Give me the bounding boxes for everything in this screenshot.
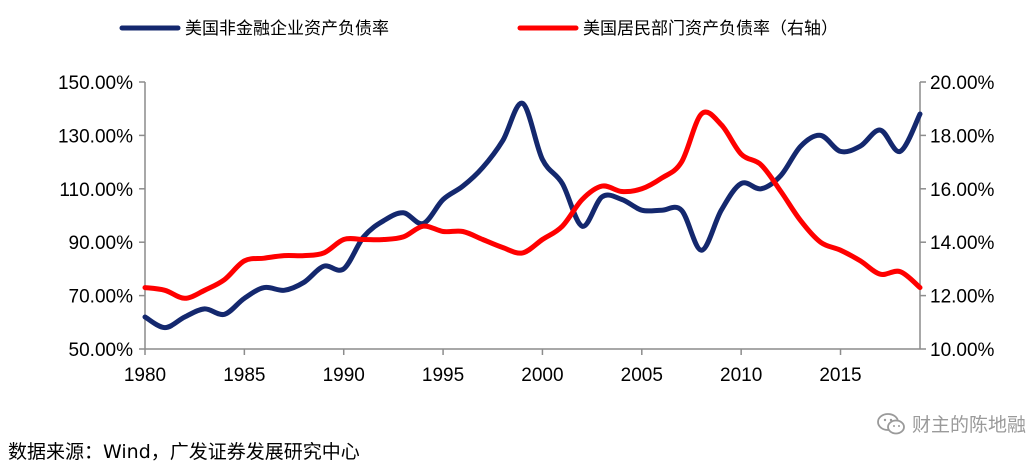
left-y-tick-label: 110.00%	[59, 180, 133, 201]
chart: 美国非金融企业资产负债率 美国居民部门资产负债率（右轴） 50.00% 70.00…	[58, 19, 995, 386]
right-y-tick-label: 18.00%	[930, 126, 995, 147]
axes: 50.00% 70.00% 90.00% 110.00% 130.00% 150.00% 1…	[58, 73, 995, 386]
series-line-household	[142, 109, 923, 301]
right-y-tick-label: 12.00%	[930, 287, 995, 308]
x-tick-label: 2000	[521, 365, 563, 386]
watermark: 财主的陈地融	[876, 410, 1026, 437]
source-note: 数据来源：Wind，广发证券发展研究中心	[8, 441, 360, 463]
right-y-tick-label: 20.00%	[930, 73, 995, 94]
left-y-tick-label: 70.00%	[69, 287, 134, 308]
x-tick-label: 1985	[223, 365, 265, 386]
legend-label-corporate: 美国非金融企业资产负债率	[185, 19, 389, 39]
legend: 美国非金融企业资产负债率 美国居民部门资产负债率（右轴）	[119, 19, 838, 39]
watermark-text: 财主的陈地融	[911, 414, 1026, 436]
x-tick-label: 1995	[422, 365, 464, 386]
left-y-tick-label: 150.00%	[58, 73, 133, 94]
right-y-tick-label: 10.00%	[930, 340, 995, 361]
right-y-tick-label: 14.00%	[930, 233, 995, 254]
series-layer	[142, 100, 923, 331]
right-y-tick-label: 16.00%	[930, 180, 995, 201]
left-y-tick-label: 130.00%	[58, 126, 133, 147]
left-y-tick-label: 50.00%	[69, 340, 134, 361]
legend-label-household: 美国居民部门资产负债率（右轴）	[583, 19, 838, 39]
x-tick-label: 2005	[621, 365, 663, 386]
x-tick-label: 2015	[819, 365, 861, 386]
wechat-icon	[877, 412, 905, 434]
x-tick-label: 2010	[720, 365, 762, 386]
left-y-tick-label: 90.00%	[69, 233, 134, 254]
series-line-corporate	[142, 100, 923, 331]
x-tick-label: 1990	[323, 365, 365, 386]
x-tick-label: 1980	[124, 365, 166, 386]
